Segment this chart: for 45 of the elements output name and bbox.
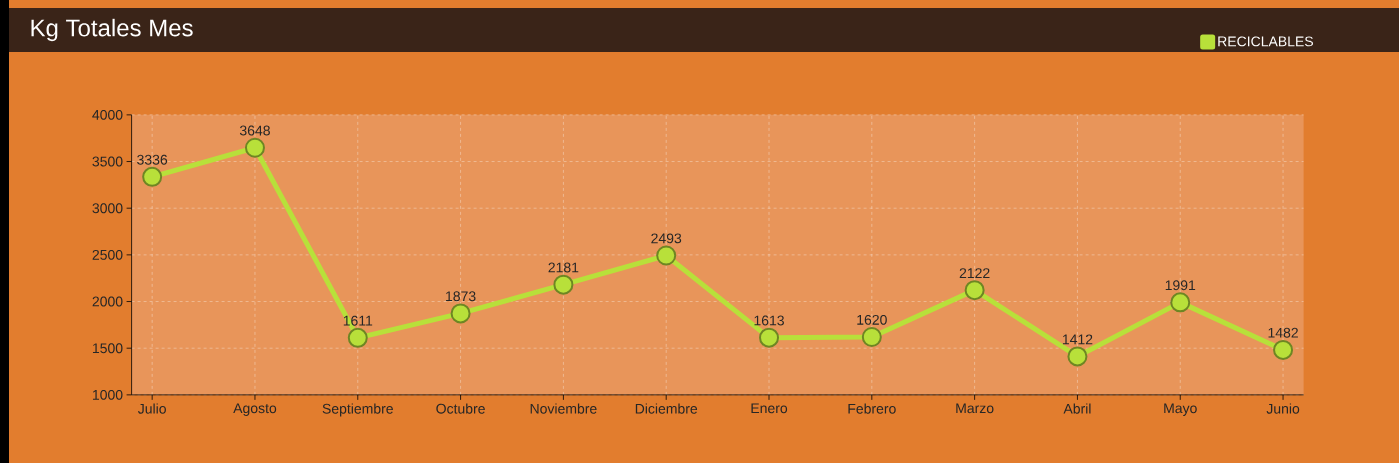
x-tick-label: Noviembre xyxy=(530,403,597,414)
point xyxy=(656,245,677,266)
x-tick-label: Marzo xyxy=(956,403,994,414)
data-label: 1620 xyxy=(857,314,887,325)
chart-title: Kg Totales Mes xyxy=(31,18,193,42)
data-label: 3648 xyxy=(239,125,270,136)
point xyxy=(759,327,780,348)
data-label: 2181 xyxy=(548,262,579,273)
x-tick-label: Octubre xyxy=(436,403,485,414)
y-tick-label: 2500 xyxy=(92,249,123,260)
point xyxy=(244,137,265,158)
data-label: 1873 xyxy=(446,291,476,302)
x-tick-label: Septiembre xyxy=(322,403,393,417)
data-label: 1613 xyxy=(754,315,784,326)
data-label: 2122 xyxy=(959,268,990,278)
x-tick-label: Abril xyxy=(1063,403,1091,414)
x-tick-label: Diciembre xyxy=(635,403,698,414)
x-tick-label: Febrero xyxy=(848,403,896,414)
y-tick-label: 1500 xyxy=(92,343,123,354)
point xyxy=(142,166,163,187)
x-tick-label: Mayo xyxy=(1164,403,1197,416)
y-tick-label: 1000 xyxy=(92,389,123,400)
data-label: 2493 xyxy=(651,233,682,244)
x-tick-label: Agosto xyxy=(233,403,277,416)
y-tick-label: 2000 xyxy=(92,296,123,307)
point xyxy=(450,303,471,324)
legend-label: RECICLABLES xyxy=(1218,36,1314,47)
point xyxy=(1067,346,1088,367)
data-label: 1482 xyxy=(1268,327,1298,338)
point xyxy=(1170,292,1191,313)
point xyxy=(1273,339,1294,360)
x-tick-label: Julio xyxy=(137,403,166,414)
point xyxy=(347,327,368,348)
data-label: 1991 xyxy=(1165,280,1196,291)
y-tick-label: 3000 xyxy=(92,203,123,214)
x-tick-label: Enero xyxy=(751,403,788,414)
y-tick-label: 3500 xyxy=(92,156,123,167)
point xyxy=(861,327,882,347)
y-tick-label: 4000 xyxy=(92,109,123,120)
point xyxy=(964,280,985,301)
data-label: 1611 xyxy=(343,315,373,326)
data-label: 1412 xyxy=(1062,334,1093,345)
data-label: 3336 xyxy=(137,154,168,165)
x-tick-label: Junio xyxy=(1266,403,1300,414)
point xyxy=(553,274,574,295)
